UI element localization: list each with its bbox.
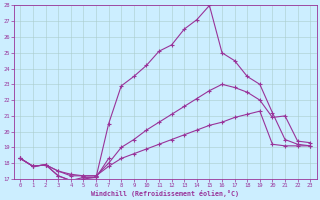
X-axis label: Windchill (Refroidissement éolien,°C): Windchill (Refroidissement éolien,°C) [91,190,239,197]
